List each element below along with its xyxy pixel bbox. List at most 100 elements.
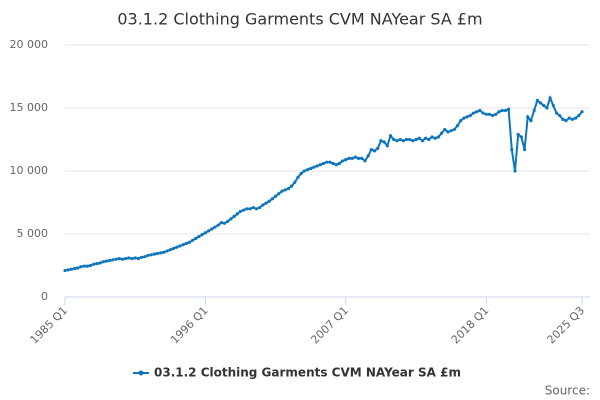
point xyxy=(222,221,227,225)
point xyxy=(462,116,466,120)
point xyxy=(510,147,514,152)
point xyxy=(475,110,479,114)
line xyxy=(64,95,583,272)
point xyxy=(574,116,578,120)
point xyxy=(427,137,431,142)
x-tick-label: 2025 Q3 xyxy=(545,304,588,347)
point xyxy=(261,203,265,207)
point xyxy=(353,155,358,159)
point xyxy=(280,189,284,193)
point xyxy=(76,266,80,270)
point xyxy=(216,223,220,227)
point xyxy=(171,246,176,251)
point xyxy=(139,255,144,259)
point xyxy=(277,192,281,196)
point xyxy=(570,117,575,121)
point xyxy=(542,103,546,108)
point xyxy=(235,212,239,216)
point xyxy=(146,253,150,258)
point xyxy=(289,184,294,188)
point xyxy=(471,111,476,115)
point xyxy=(111,258,115,262)
point xyxy=(344,158,348,162)
point xyxy=(561,117,565,121)
point xyxy=(436,135,440,139)
point xyxy=(248,207,252,211)
point xyxy=(376,146,380,150)
point xyxy=(325,160,329,164)
point xyxy=(98,261,102,265)
point xyxy=(513,169,517,173)
point xyxy=(497,110,501,114)
point xyxy=(136,256,141,261)
chart-title: 03.1.2 Clothing Garments CVM NAYear SA £… xyxy=(117,10,482,29)
point xyxy=(178,244,182,248)
point xyxy=(242,208,246,212)
point xyxy=(334,163,338,167)
point xyxy=(465,115,469,119)
point xyxy=(92,262,96,266)
point xyxy=(191,238,195,242)
point xyxy=(229,217,233,221)
point xyxy=(194,236,198,241)
point xyxy=(108,258,112,263)
point xyxy=(516,132,520,137)
point xyxy=(372,149,377,153)
point xyxy=(168,248,172,252)
point xyxy=(388,134,393,138)
point xyxy=(165,249,169,253)
point xyxy=(114,257,118,261)
point xyxy=(443,127,447,132)
point xyxy=(558,113,562,118)
point xyxy=(580,110,584,114)
point xyxy=(117,256,121,261)
point xyxy=(478,108,482,113)
point xyxy=(487,112,492,116)
point xyxy=(554,111,559,115)
point xyxy=(264,201,268,205)
point xyxy=(446,130,450,134)
point xyxy=(360,156,364,160)
point xyxy=(155,251,160,256)
point xyxy=(357,156,361,160)
point xyxy=(85,264,89,268)
point xyxy=(286,187,290,191)
point xyxy=(522,147,527,152)
point xyxy=(417,136,421,140)
point xyxy=(82,264,86,268)
point xyxy=(414,137,418,142)
point xyxy=(127,256,131,260)
point xyxy=(66,268,70,272)
point xyxy=(318,163,322,167)
source: Source: xyxy=(545,384,590,398)
point xyxy=(506,107,511,111)
point xyxy=(267,199,271,203)
x-tick-label: 2018 Q1 xyxy=(449,304,492,347)
point xyxy=(379,139,383,143)
point xyxy=(299,171,303,176)
point xyxy=(251,205,255,210)
point xyxy=(411,139,415,143)
point xyxy=(430,135,434,139)
point xyxy=(545,106,549,110)
point xyxy=(529,119,533,123)
point xyxy=(337,161,342,166)
point xyxy=(538,101,543,105)
y-tick-label: 20 000 xyxy=(10,38,49,51)
point xyxy=(577,113,581,118)
point xyxy=(79,265,83,269)
point xyxy=(130,256,134,261)
point xyxy=(143,255,147,259)
point xyxy=(449,129,453,133)
point xyxy=(519,135,523,139)
point xyxy=(366,154,370,158)
point xyxy=(532,108,536,113)
point xyxy=(459,119,463,123)
point xyxy=(481,111,485,115)
point xyxy=(258,205,262,210)
point xyxy=(526,115,530,119)
y-tick-label: 5 000 xyxy=(17,227,49,240)
point xyxy=(149,253,153,257)
point xyxy=(133,256,137,260)
point xyxy=(350,156,354,160)
